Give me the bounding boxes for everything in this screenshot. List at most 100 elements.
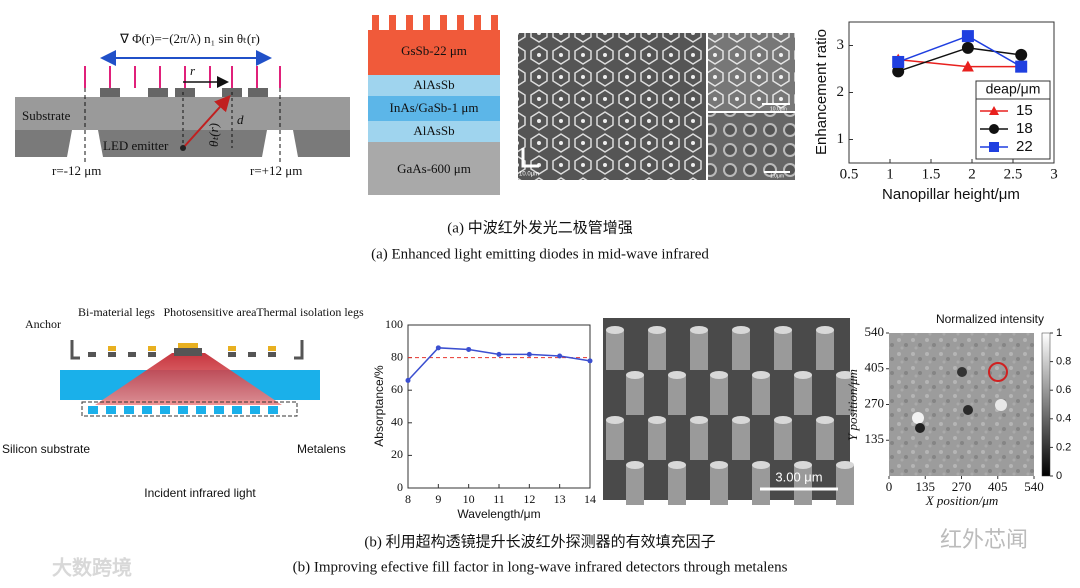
pillar-top [794,371,812,379]
pillar [668,465,686,505]
x-tick-label: 3 [1050,166,1058,182]
silicon-label: Silicon substrate [2,442,90,456]
legs-label: Bi-material legs [78,305,155,319]
nanopillars [84,66,281,88]
pillar-top [836,461,854,469]
pillar [690,330,708,370]
pillar [816,420,834,460]
absorber-top [178,343,198,348]
spot [912,412,924,424]
marker [961,60,974,72]
x-tick-label: 0 [886,479,893,494]
pillar-top [648,416,666,424]
theta-label: θₜ(r) [206,123,221,147]
pillar-top [816,416,834,424]
x-axis-label: Nanopillar height/μm [882,186,1020,203]
scale-label: 10.0μm [770,106,787,112]
marker [989,124,999,134]
colorbar-tick-label: 0.6 [1056,384,1071,396]
layer-stack: GsSb-22 μm AlAsSb InAs/GaSb-1 μm AlAsSb … [368,15,500,195]
pillar-top [690,416,708,424]
x-tick-label: 11 [493,492,505,506]
colorbar [1041,332,1051,477]
absorber [174,348,202,356]
pillar [836,465,854,505]
colorbar-tick-label: 0.4 [1056,413,1071,425]
caption: (a) Enhanced light emitting diodes in mi… [371,246,709,262]
x-axis-label: Wavelength/μm [457,507,540,521]
marker [892,55,905,68]
led-diagram: ∇ Φ(r)=−(2π/λ) n₁ sin θₜ(r) Substrate LE… [15,31,350,178]
layer-label: GaAs-600 μm [397,161,471,176]
spot [915,423,925,433]
pillar-top [710,371,728,379]
series-line [897,47,1022,73]
layer [368,142,500,195]
map-xlabel: X position/μm [925,493,999,508]
marker [892,65,905,78]
trench [67,130,103,157]
legs [88,352,276,357]
spot [963,405,973,415]
x-tick-label: 1.5 [922,166,941,182]
marker [435,345,441,351]
colorbar-tick-label: 1 [1056,327,1062,339]
pillar [668,375,686,415]
bi-material [108,346,276,351]
pillar [794,375,812,415]
plot-frame [407,324,591,489]
pillar [836,375,854,415]
pillar [606,420,624,460]
watermark: 大数跨境 [52,555,132,579]
x-tick-label: 2.5 [1004,166,1023,182]
map-image [889,333,1034,476]
sem-images-a: 10.0μm 10.0μm 1.0μm [518,33,795,180]
scale-label: 10.0μm [519,172,539,178]
pillar [752,375,770,415]
pillar-top [752,461,770,469]
colorbar-tick-label: 0.8 [1056,356,1071,368]
scale-label: 3.00 μm [775,469,822,484]
x-tick-label: 14 [584,492,596,506]
incident-label: Incident infrared light [144,486,256,500]
pillar-top [774,326,792,334]
pillar-top [794,461,812,469]
x-tick-label: 0.5 [840,166,859,182]
marker [961,30,974,43]
pillar [710,465,728,505]
pillar [774,420,792,460]
pillar-top [606,416,624,424]
pillar [732,420,750,460]
x-tick-label: 8 [405,492,411,506]
marker [961,41,974,54]
layer [368,75,500,96]
r-right-label: r=+12 μm [250,163,302,178]
marker [1015,60,1028,73]
watermark: 红外芯闻 [940,527,1028,552]
metalens-box [81,401,298,417]
layer [368,121,500,142]
colorbar-tick-label: 0 [1056,470,1062,482]
legend-label: 15 [1016,102,1033,119]
pillar [648,330,666,370]
y-tick-label: 405 [865,360,885,375]
y-tick-label: 20 [391,447,403,461]
y-tick-label: 40 [391,415,403,429]
y-tick-label: 0 [397,480,403,494]
pillar-top [668,461,686,469]
formula: ∇ Φ(r)=−(2π/λ) n₁ sin θₜ(r) [119,31,260,46]
r-label: r [190,63,196,78]
pillar [732,330,750,370]
layer-label: InAs/GaSb-1 μm [390,100,479,115]
y-tick-label: 2 [837,84,845,100]
layer-label: GsSb-22 μm [401,43,467,58]
focus-beam [95,353,282,405]
pillar-top [732,416,750,424]
x-tick-label: 2 [968,166,976,182]
scale-bar [521,148,539,168]
ray-arrow [182,95,231,149]
pillar [648,420,666,460]
x-tick-label: 135 [916,479,936,494]
caption: (b) Improving efective fill factor in lo… [293,559,788,575]
